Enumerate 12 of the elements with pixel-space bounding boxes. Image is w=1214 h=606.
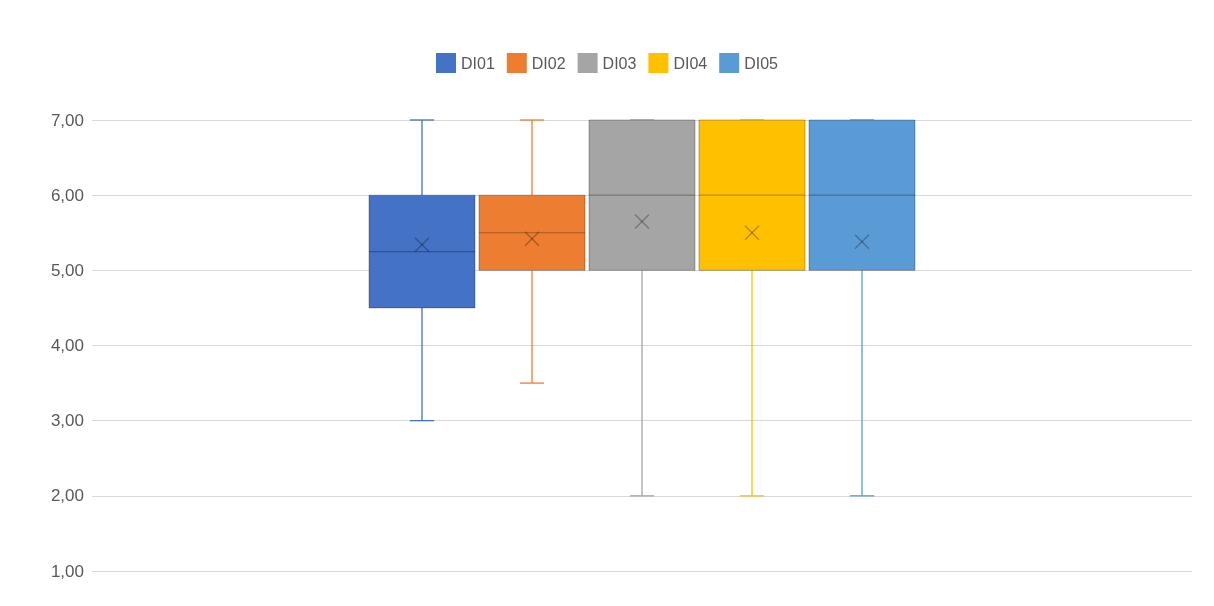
legend-label: DI05: [744, 54, 779, 72]
legend-label: DI02: [531, 54, 566, 72]
y-tick-label: 3,00: [50, 411, 84, 431]
y-tick-label: 2,00: [50, 486, 84, 506]
y-tick-label: 4,00: [50, 336, 84, 355]
y-tick-label: 5,00: [50, 260, 84, 280]
legend-label: DI04: [673, 54, 708, 72]
legend-label: DI03: [602, 54, 637, 72]
legend-label: DI01: [461, 54, 495, 72]
y-tick-label: 6,00: [50, 185, 84, 205]
y-tick-label: 7,00: [50, 110, 84, 130]
y-tick-label: 1,00: [50, 561, 84, 581]
